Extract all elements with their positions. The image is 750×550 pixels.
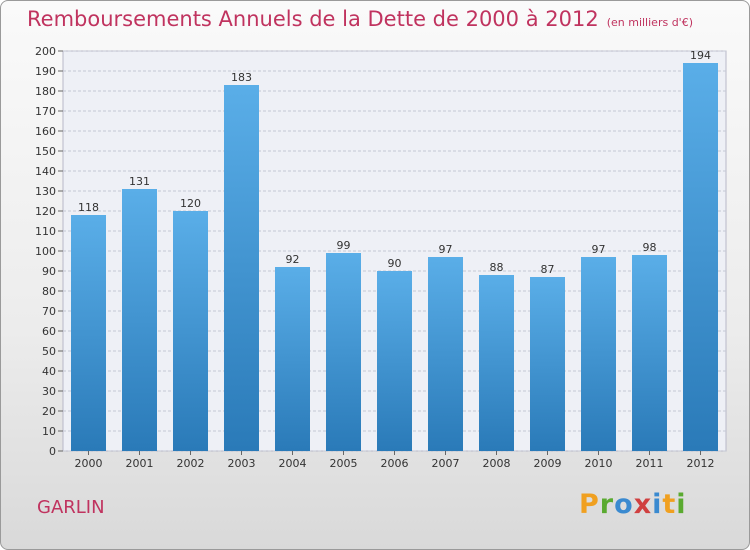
bar xyxy=(683,63,718,451)
y-tick-label: 40 xyxy=(42,365,56,378)
x-tick-label: 2006 xyxy=(381,457,409,470)
x-tick-label: 2003 xyxy=(228,457,256,470)
y-tick-label: 160 xyxy=(35,125,56,138)
y-tick-label: 70 xyxy=(42,305,56,318)
bar xyxy=(326,253,361,451)
y-tick-label: 140 xyxy=(35,165,56,178)
x-tick-label: 2000 xyxy=(75,457,103,470)
data-label: 88 xyxy=(490,261,504,274)
data-label: 98 xyxy=(643,241,657,254)
x-tick-label: 2011 xyxy=(636,457,664,470)
logo-letter: x xyxy=(633,489,653,520)
data-label: 92 xyxy=(286,253,300,266)
logo-letter: o xyxy=(614,489,634,520)
bar xyxy=(632,255,667,451)
logo-letter: r xyxy=(599,489,615,520)
x-tick-label: 2008 xyxy=(483,457,511,470)
title-text: Remboursements Annuels de la Dette de 20… xyxy=(27,7,599,31)
y-tick-label: 190 xyxy=(35,65,56,78)
y-tick-label: 80 xyxy=(42,285,56,298)
y-tick-label: 180 xyxy=(35,85,56,98)
y-tick-label: 60 xyxy=(42,325,56,338)
y-tick-labels: 0 10 20 30 40 50 60 70 80 90 100 110 120 130 140 150 160… xyxy=(35,45,56,458)
proxiti-logo: Proxiti xyxy=(579,489,687,520)
y-tick-label: 150 xyxy=(35,145,56,158)
logo-letter: P xyxy=(579,489,600,520)
data-label: 120 xyxy=(180,197,201,210)
y-tick-label: 170 xyxy=(35,105,56,118)
bar xyxy=(428,257,463,451)
bar xyxy=(71,215,106,451)
bar xyxy=(224,85,259,451)
bars xyxy=(71,63,718,451)
logo-letter: t xyxy=(662,489,677,520)
y-tick-label: 110 xyxy=(35,225,56,238)
y-tick-label: 20 xyxy=(42,405,56,418)
x-tick-label: 2005 xyxy=(330,457,358,470)
bar xyxy=(275,267,310,451)
data-label: 97 xyxy=(592,243,606,256)
x-tick-label: 2001 xyxy=(126,457,154,470)
y-tick-label: 10 xyxy=(42,425,56,438)
x-tick-label: 2002 xyxy=(177,457,205,470)
data-label: 194 xyxy=(690,49,711,62)
data-label: 97 xyxy=(439,243,453,256)
y-tick-label: 50 xyxy=(42,345,56,358)
data-label: 90 xyxy=(388,257,402,270)
y-tick-label: 100 xyxy=(35,245,56,258)
x-tick-label: 2004 xyxy=(279,457,307,470)
y-tick-label: 90 xyxy=(42,265,56,278)
bar xyxy=(530,277,565,451)
bar xyxy=(479,275,514,451)
x-tick-labels: 2000 2001 2002 2003 2004 2005 2006 2007 2008 2009… xyxy=(75,451,715,470)
logo-letter: i xyxy=(676,489,687,520)
data-label: 131 xyxy=(129,175,150,188)
bar xyxy=(581,257,616,451)
data-label: 183 xyxy=(231,71,252,84)
x-tick-label: 2010 xyxy=(585,457,613,470)
data-labels: 118 131 120 183 92 99 90 97 88 87 97 98 194 xyxy=(78,49,711,276)
y-tick-label: 130 xyxy=(35,185,56,198)
y-tick-label: 120 xyxy=(35,205,56,218)
logo-letter: i xyxy=(652,489,663,520)
bar xyxy=(173,211,208,451)
x-tick-label: 2007 xyxy=(432,457,460,470)
data-label: 99 xyxy=(337,239,351,252)
data-label: 87 xyxy=(541,263,555,276)
commune-name: GARLIN xyxy=(37,497,105,518)
unit-label: (en milliers d'€) xyxy=(606,16,693,29)
bar xyxy=(122,189,157,451)
y-tick-label: 200 xyxy=(35,45,56,58)
x-tick-label: 2012 xyxy=(687,457,715,470)
y-tick-label: 30 xyxy=(42,385,56,398)
x-tick-label: 2009 xyxy=(534,457,562,470)
bar xyxy=(377,271,412,451)
chart-title: Remboursements Annuels de la Dette de 20… xyxy=(27,7,693,31)
data-label: 118 xyxy=(78,201,99,214)
y-tick-label: 0 xyxy=(49,445,56,458)
